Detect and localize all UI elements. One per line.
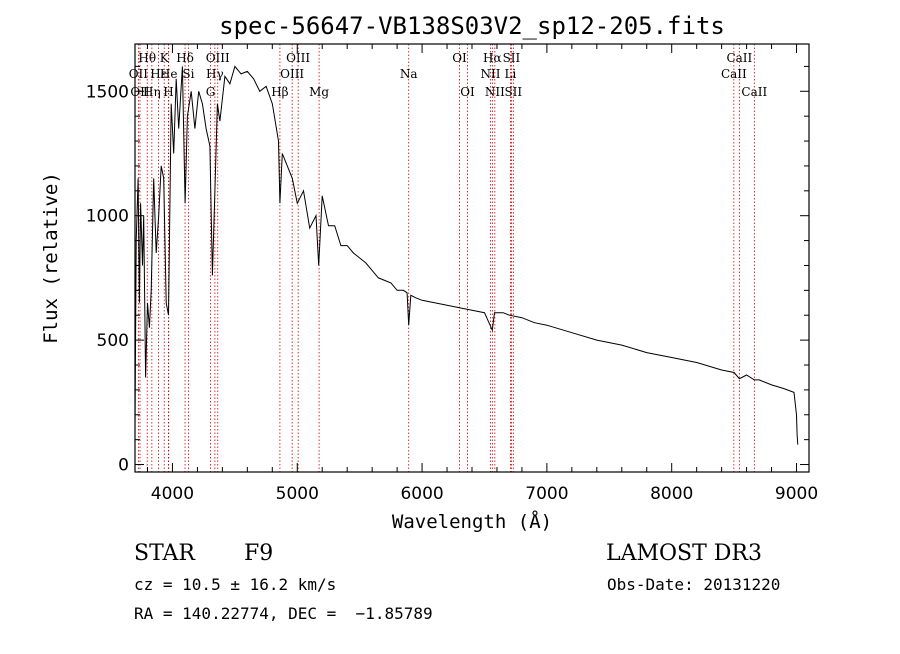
spectral-line-label: Hγ xyxy=(206,67,224,81)
spectral-line-label: OIII xyxy=(206,51,230,65)
series-layer xyxy=(134,65,799,445)
spectral-line-label: SII xyxy=(503,51,521,65)
object-class: STAR xyxy=(134,541,196,566)
spectral-line-label: OI xyxy=(452,51,467,65)
y-tick-label: 1000 xyxy=(86,207,129,227)
x-tick-label: 8000 xyxy=(650,484,693,504)
plot-frame xyxy=(134,43,810,473)
spectral-line-label: Hε xyxy=(150,67,167,81)
spectral-line-label: Hη xyxy=(143,85,161,99)
spectral-line-label: Hθ xyxy=(138,51,156,65)
spectral-line-label: H xyxy=(163,85,173,99)
x-tick-label: 6000 xyxy=(400,484,443,504)
survey-name: LAMOST DR3 xyxy=(606,541,762,566)
ra-dec-coordinates: RA = 140.22774, DEC = −1.85789 xyxy=(134,604,433,623)
y-tick-label: 0 xyxy=(118,456,129,476)
spectral-line-label: K xyxy=(160,51,170,65)
x-tick-label: 9000 xyxy=(775,484,818,504)
x-tick-label: 7000 xyxy=(525,484,568,504)
x-tick-label: 4000 xyxy=(151,484,194,504)
chart-title: spec-56647-VB138S03V2_sp12-205.fits xyxy=(219,12,725,40)
spectral-line-label: SII xyxy=(504,85,522,99)
spectral-line-label: G xyxy=(206,85,216,99)
spectral-line-label: Mg xyxy=(309,85,329,99)
spectral-line-label: OIII xyxy=(286,51,310,65)
spectral-line-label: Hβ xyxy=(271,85,288,99)
spectral-line-label: CaII xyxy=(721,67,747,81)
x-axis-label: Wavelength (Å) xyxy=(392,510,552,533)
observation-date: Obs-Date: 20131220 xyxy=(607,575,780,594)
y-tick-label: 1500 xyxy=(86,82,129,102)
spectral-line-label: He xyxy=(160,67,178,81)
spectral-line-label: OIII xyxy=(280,67,304,81)
series-line-spectrum xyxy=(134,65,799,445)
y-axis: 0 500 1000 1500 xyxy=(86,65,809,476)
x-tick-label: 5000 xyxy=(276,484,319,504)
spectral-line-markers xyxy=(137,44,755,472)
x-axis: 4000 5000 6000 7000 8000 9000 xyxy=(146,44,818,504)
y-tick-label: 500 xyxy=(97,331,129,351)
spectral-line-label: OI xyxy=(460,85,475,99)
spectral-line-label: Na xyxy=(400,67,418,81)
spectral-line-label: NII xyxy=(480,67,500,81)
spectral-line-label: Hα xyxy=(483,51,502,65)
spectral-line-label: CaII xyxy=(726,51,752,65)
spectral-line-label: CaII xyxy=(741,85,767,99)
spectral-line-label: Si xyxy=(182,67,194,81)
object-subclass: F9 xyxy=(244,541,273,566)
y-axis-label: Flux (relative) xyxy=(40,172,62,344)
spectral-line-label: Li xyxy=(505,67,517,81)
spectral-line-label: Hδ xyxy=(176,51,194,65)
spectral-line-label: OII xyxy=(129,67,149,81)
spectral-line-label: NII xyxy=(485,85,505,99)
redshift-velocity: cz = 10.5 ± 16.2 km/s xyxy=(134,575,336,594)
